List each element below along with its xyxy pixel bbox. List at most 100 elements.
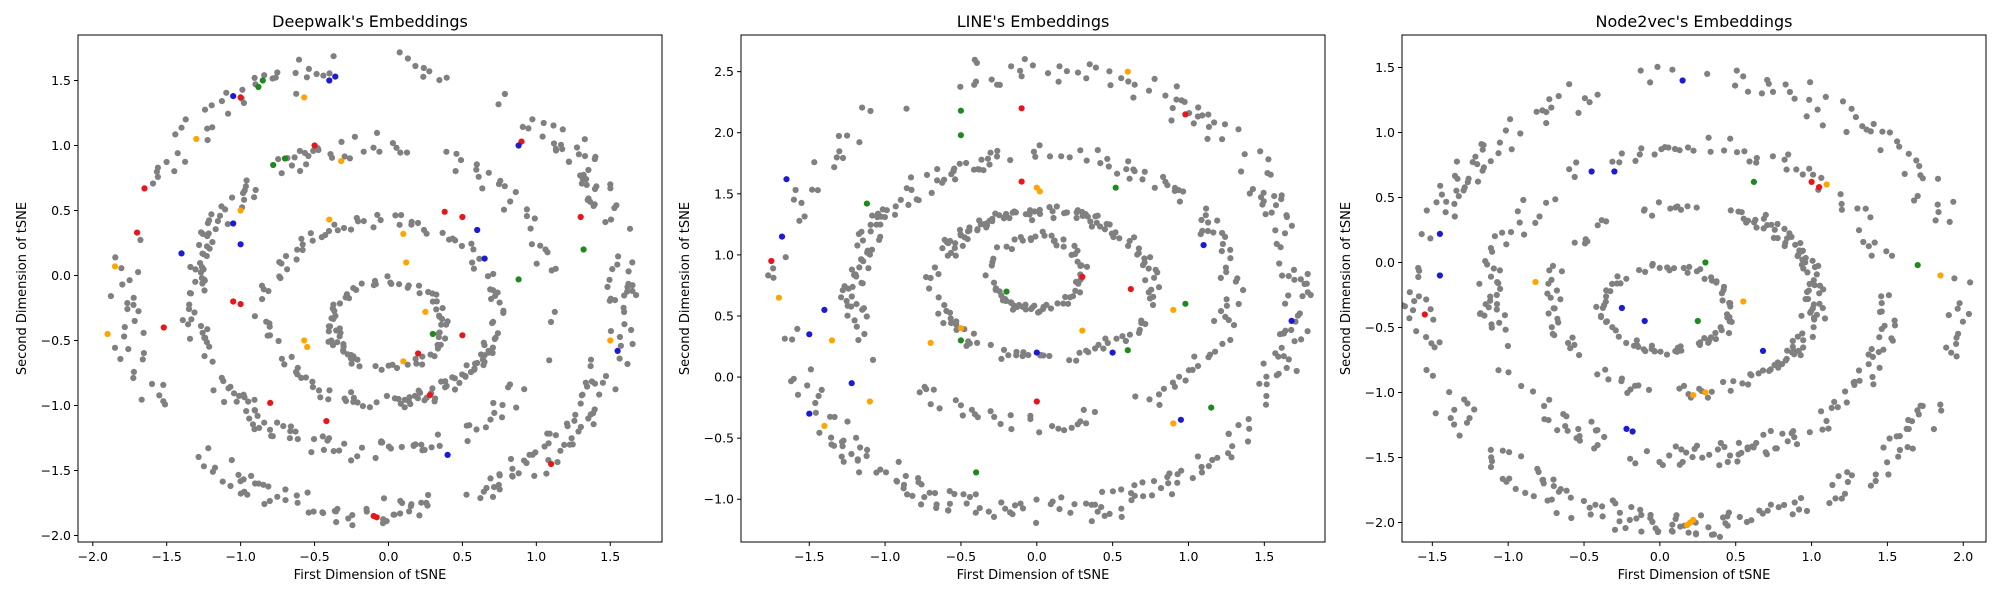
data-point <box>1008 246 1016 253</box>
data-point <box>1762 211 1769 218</box>
data-point <box>867 228 874 235</box>
data-point <box>294 499 301 506</box>
data-point <box>309 237 316 244</box>
data-point <box>990 279 998 286</box>
x-tick-label: −0.5 <box>1569 549 1599 564</box>
data-point <box>1671 145 1679 153</box>
data-point <box>356 363 363 370</box>
data-point <box>130 294 137 301</box>
data-point <box>433 306 440 313</box>
data-point <box>537 242 544 249</box>
data-point <box>154 173 161 180</box>
data-point <box>1516 219 1523 226</box>
highlight-point-blue <box>1177 416 1184 423</box>
data-point <box>1584 238 1591 245</box>
data-point <box>1293 367 1300 375</box>
data-point <box>278 260 285 267</box>
data-point <box>1555 319 1562 326</box>
data-point <box>418 441 425 448</box>
data-point <box>373 129 381 136</box>
data-point <box>616 355 623 362</box>
data-point <box>1098 504 1105 511</box>
data-point <box>1268 209 1275 216</box>
data-point <box>854 242 861 249</box>
data-point <box>1031 302 1038 309</box>
data-point <box>612 386 619 393</box>
data-point <box>119 281 126 288</box>
highlight-point-orange <box>326 216 333 223</box>
data-point <box>1482 301 1489 308</box>
data-point <box>978 156 985 163</box>
data-point <box>326 70 333 77</box>
data-point <box>1474 178 1482 185</box>
data-point <box>960 491 967 498</box>
data-point <box>1871 239 1878 246</box>
data-point <box>893 478 901 485</box>
data-point <box>451 386 459 393</box>
highlight-point-blue <box>1641 317 1648 325</box>
data-point <box>1011 236 1018 243</box>
data-point <box>788 378 795 385</box>
data-point <box>199 329 206 336</box>
data-point <box>294 246 301 253</box>
data-point <box>1091 501 1099 508</box>
data-point <box>1852 114 1859 121</box>
data-point <box>944 252 951 259</box>
data-point <box>353 286 360 293</box>
data-point <box>1128 497 1135 504</box>
data-point <box>974 339 981 346</box>
data-point <box>1788 349 1795 356</box>
data-point <box>1029 62 1036 69</box>
data-point <box>1651 151 1658 158</box>
data-point <box>1406 315 1413 322</box>
data-point <box>1204 227 1211 235</box>
data-point <box>255 480 262 487</box>
data-point <box>1701 275 1708 282</box>
data-point <box>1101 512 1108 520</box>
data-point <box>241 196 248 203</box>
data-point <box>1438 191 1445 198</box>
y-tick-label: 2.5 <box>714 64 734 79</box>
data-point <box>261 500 268 508</box>
data-point <box>491 409 498 416</box>
data-point <box>397 510 404 517</box>
data-point <box>804 382 811 389</box>
data-point <box>765 272 772 279</box>
data-point <box>1552 196 1559 203</box>
data-point <box>1173 83 1180 90</box>
data-point <box>1168 117 1175 124</box>
data-point <box>187 263 194 271</box>
data-point <box>928 189 935 196</box>
data-point <box>1672 204 1679 211</box>
data-point <box>1712 336 1719 343</box>
data-point <box>1256 380 1263 387</box>
data-point <box>1479 167 1486 174</box>
data-point <box>1281 230 1289 237</box>
data-point <box>221 398 228 406</box>
data-point <box>539 133 546 140</box>
data-point <box>1669 66 1676 73</box>
data-point <box>1061 427 1068 434</box>
data-point <box>1065 300 1072 307</box>
data-point <box>1278 192 1285 199</box>
data-point <box>218 98 225 105</box>
data-point <box>186 301 193 308</box>
data-point <box>1155 391 1163 398</box>
data-point <box>1793 166 1800 173</box>
data-point <box>1104 339 1111 347</box>
data-point <box>1716 462 1723 469</box>
data-point <box>360 148 367 155</box>
data-point <box>1240 287 1247 294</box>
data-point <box>1131 234 1138 241</box>
data-point <box>903 185 910 192</box>
data-point <box>1764 222 1771 229</box>
data-point <box>921 494 928 501</box>
highlight-point-red <box>577 213 584 221</box>
data-point <box>1118 505 1125 512</box>
data-point <box>1764 507 1771 514</box>
data-point <box>497 177 504 184</box>
data-point <box>1298 336 1305 343</box>
data-point <box>341 153 348 160</box>
data-point <box>1068 424 1075 431</box>
data-point <box>333 327 340 334</box>
